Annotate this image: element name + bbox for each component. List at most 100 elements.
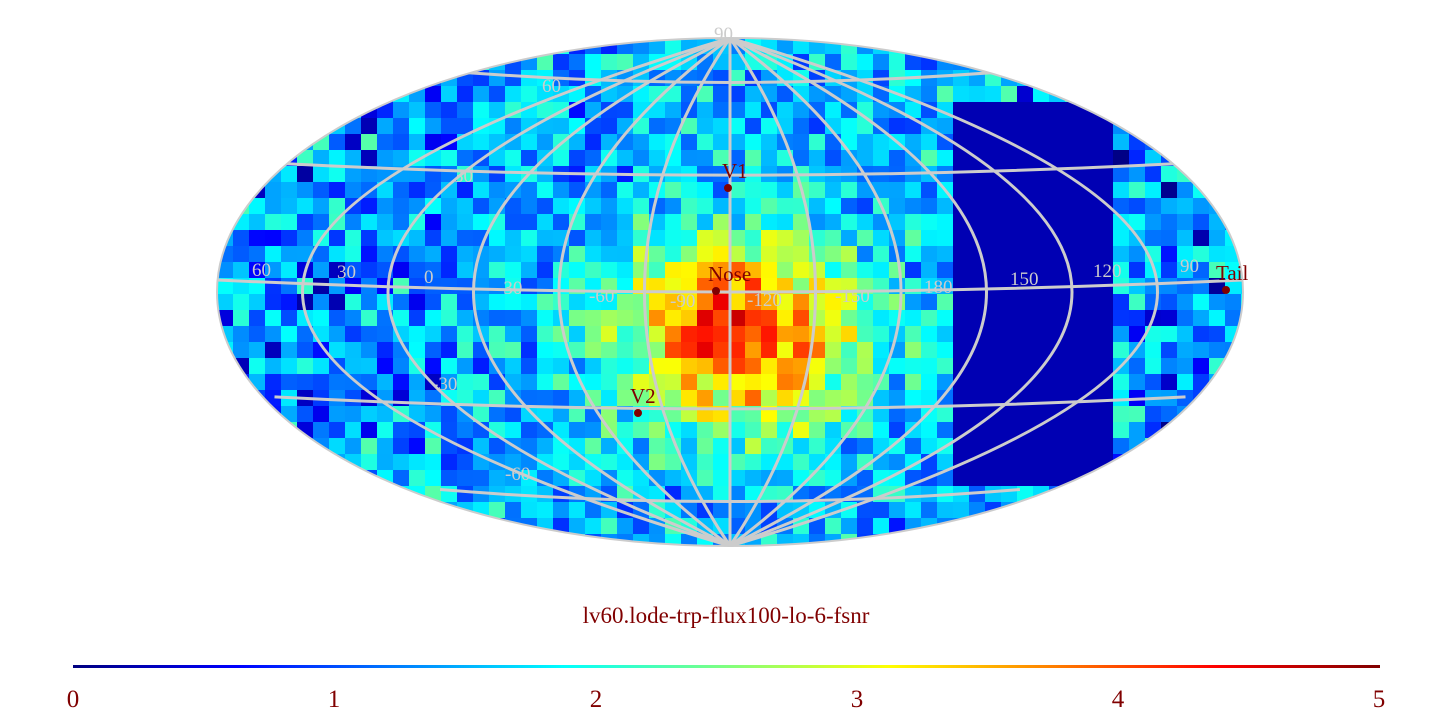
flux-pixel bbox=[1129, 118, 1146, 135]
flux-pixel bbox=[905, 534, 922, 546]
flux-pixel bbox=[505, 534, 522, 546]
flux-pixel bbox=[377, 198, 394, 215]
flux-pixel bbox=[345, 310, 362, 327]
flux-pixel bbox=[1209, 374, 1226, 391]
flux-pixel bbox=[857, 262, 874, 279]
flux-pixel bbox=[1001, 342, 1018, 359]
flux-pixel bbox=[905, 358, 922, 375]
flux-pixel bbox=[409, 326, 426, 343]
flux-pixel bbox=[953, 406, 970, 423]
flux-pixel bbox=[281, 502, 298, 519]
flux-pixel bbox=[377, 54, 394, 71]
flux-pixel bbox=[457, 422, 474, 439]
flux-pixel bbox=[1113, 182, 1130, 199]
flux-pixel bbox=[729, 198, 746, 215]
flux-pixel bbox=[313, 150, 330, 167]
flux-pixel bbox=[1225, 198, 1242, 215]
flux-pixel bbox=[665, 374, 682, 391]
flux-pixel bbox=[825, 470, 842, 487]
flux-pixel bbox=[441, 342, 458, 359]
flux-pixel bbox=[489, 294, 506, 311]
flux-pixel bbox=[1017, 358, 1034, 375]
flux-pixel bbox=[729, 70, 746, 87]
flux-pixel bbox=[697, 294, 714, 311]
lon-label-0: 0 bbox=[424, 267, 434, 288]
flux-pixel bbox=[553, 422, 570, 439]
flux-pixel bbox=[969, 278, 986, 295]
flux-pixel bbox=[425, 406, 442, 423]
flux-pixel bbox=[633, 518, 650, 535]
flux-pixel bbox=[265, 342, 282, 359]
flux-pixel bbox=[1145, 278, 1162, 295]
flux-pixel bbox=[585, 214, 602, 231]
flux-pixel bbox=[857, 214, 874, 231]
flux-pixel bbox=[345, 534, 362, 546]
flux-pixel bbox=[1209, 326, 1226, 343]
flux-pixel bbox=[393, 118, 410, 135]
flux-pixel bbox=[313, 406, 330, 423]
flux-pixel bbox=[1081, 406, 1098, 423]
flux-pixel bbox=[937, 310, 954, 327]
flux-pixel bbox=[1017, 54, 1034, 71]
flux-pixel bbox=[921, 134, 938, 151]
flux-pixel bbox=[713, 422, 730, 439]
flux-pixel bbox=[441, 326, 458, 343]
flux-pixel bbox=[921, 230, 938, 247]
flux-pixel bbox=[825, 294, 842, 311]
flux-pixel bbox=[489, 102, 506, 119]
flux-pixel bbox=[921, 182, 938, 199]
flux-pixel bbox=[1161, 454, 1178, 471]
flux-pixel bbox=[521, 198, 538, 215]
flux-pixel bbox=[473, 182, 490, 199]
flux-pixel bbox=[1241, 54, 1243, 71]
flux-pixel bbox=[1129, 214, 1146, 231]
flux-pixel bbox=[361, 310, 378, 327]
flux-pixel bbox=[665, 406, 682, 423]
flux-pixel bbox=[377, 502, 394, 519]
flux-pixel bbox=[697, 198, 714, 215]
flux-pixel bbox=[1065, 534, 1082, 546]
flux-pixel bbox=[761, 534, 778, 546]
flux-pixel bbox=[217, 294, 234, 311]
flux-pixel bbox=[249, 54, 266, 71]
lon-label-minus120: -120 bbox=[747, 290, 782, 311]
flux-pixel bbox=[905, 486, 922, 503]
flux-pixel bbox=[825, 262, 842, 279]
flux-pixel bbox=[521, 214, 538, 231]
flux-pixel bbox=[841, 342, 858, 359]
flux-pixel bbox=[1113, 230, 1130, 247]
flux-pixel bbox=[1001, 38, 1018, 55]
flux-pixel bbox=[905, 390, 922, 407]
flux-pixel bbox=[313, 358, 330, 375]
flux-pixel bbox=[985, 38, 1002, 55]
flux-pixel bbox=[601, 374, 618, 391]
flux-pixel bbox=[681, 182, 698, 199]
flux-pixel bbox=[329, 214, 346, 231]
flux-pixel bbox=[1209, 54, 1226, 71]
flux-pixel bbox=[633, 438, 650, 455]
lon-label-minus30: -30 bbox=[497, 278, 522, 299]
flux-pixel bbox=[1049, 54, 1066, 71]
flux-pixel bbox=[1225, 454, 1242, 471]
flux-pixel bbox=[985, 86, 1002, 103]
flux-pixel bbox=[937, 326, 954, 343]
flux-pixel bbox=[1033, 470, 1050, 487]
flux-pixel bbox=[265, 38, 282, 55]
flux-pixel bbox=[777, 342, 794, 359]
flux-pixel bbox=[489, 246, 506, 263]
flux-pixel bbox=[953, 198, 970, 215]
flux-pixel bbox=[729, 358, 746, 375]
flux-pixel bbox=[569, 406, 586, 423]
flux-pixel bbox=[873, 102, 890, 119]
flux-pixel bbox=[857, 406, 874, 423]
flux-pixel bbox=[905, 326, 922, 343]
flux-pixel bbox=[265, 150, 282, 167]
flux-pixel bbox=[1049, 390, 1066, 407]
flux-pixel bbox=[313, 454, 330, 471]
flux-pixel bbox=[377, 294, 394, 311]
flux-pixel bbox=[1081, 454, 1098, 471]
flux-pixel bbox=[521, 182, 538, 199]
flux-pixel bbox=[1161, 342, 1178, 359]
flux-pixel bbox=[281, 54, 298, 71]
flux-pixel bbox=[841, 214, 858, 231]
